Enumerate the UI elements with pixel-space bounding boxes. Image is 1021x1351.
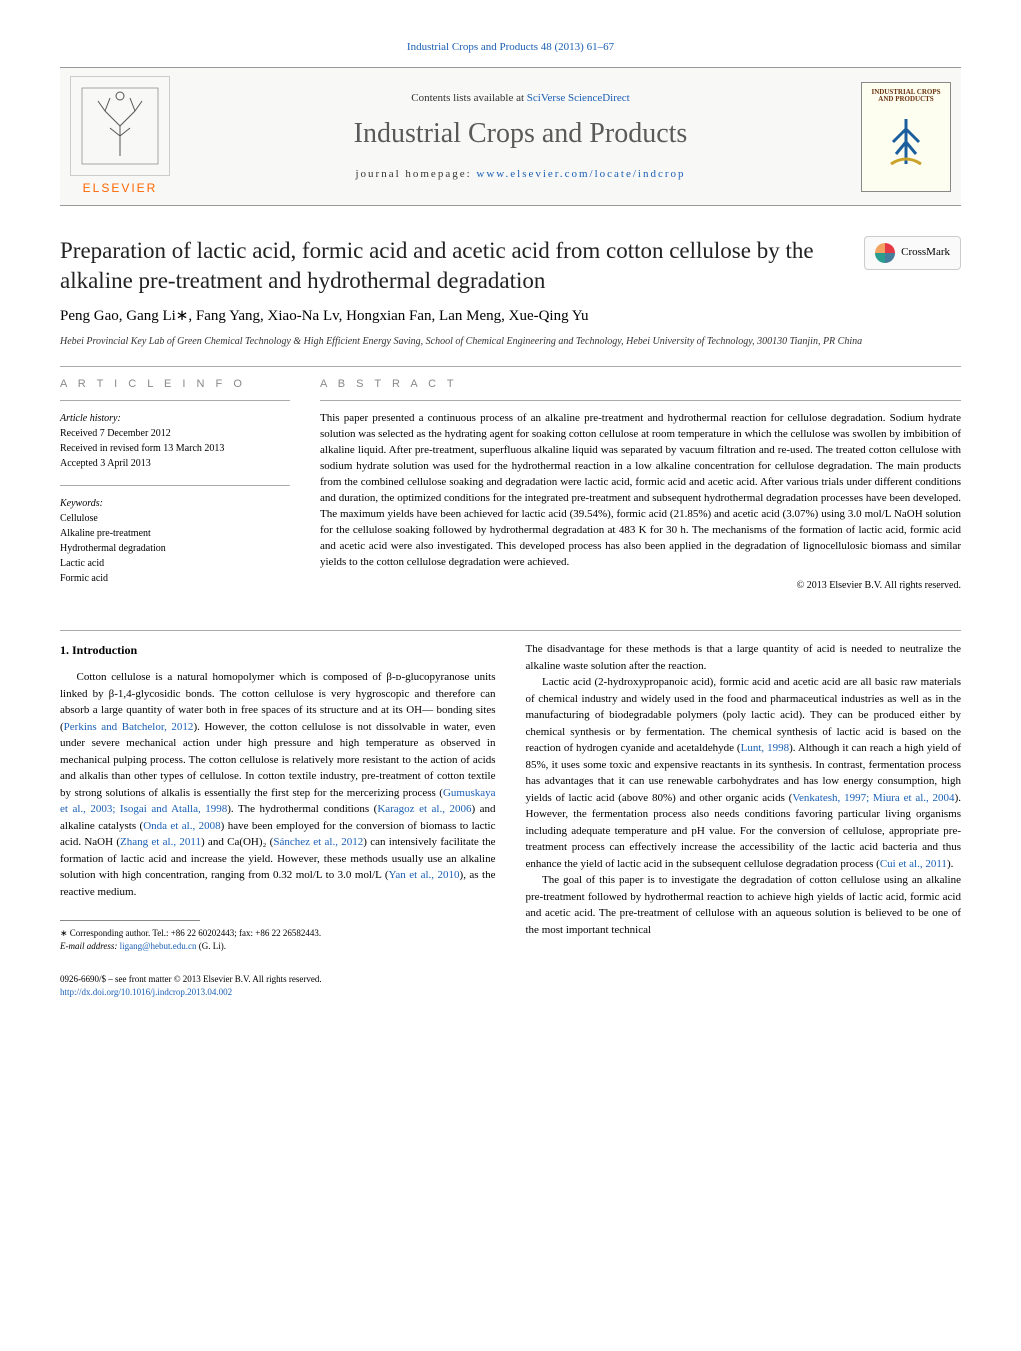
crossmark-label: CrossMark <box>901 245 950 260</box>
running-header: Industrial Crops and Products 48 (2013) … <box>60 40 961 55</box>
body-column-left: 1. Introduction Cotton cellulose is a na… <box>60 641 496 999</box>
citation-link[interactable]: Zhang et al., 2011 <box>120 836 201 848</box>
publisher-name: ELSEVIER <box>70 180 170 197</box>
citation-link[interactable]: Perkins and Batchelor, 2012 <box>64 721 194 733</box>
citation-link[interactable]: Venkatesh, 1997; Miura et al., 2004 <box>792 792 954 804</box>
abstract-copyright: © 2013 Elsevier B.V. All rights reserved… <box>320 579 961 593</box>
citation-link[interactable]: Sánchez et al., 2012 <box>273 836 363 848</box>
doi-link[interactable]: http://dx.doi.org/10.1016/j.indcrop.2013… <box>60 987 232 997</box>
keyword: Lactic acid <box>60 556 290 571</box>
keyword: Hydrothermal degradation <box>60 541 290 556</box>
paragraph: The disadvantage for these methods is th… <box>526 641 962 674</box>
elsevier-tree-icon <box>70 76 170 176</box>
cover-icon <box>881 114 931 174</box>
affiliation: Hebei Provincial Key Lab of Green Chemic… <box>60 335 961 348</box>
front-matter-footer: 0926-6690/$ – see front matter © 2013 El… <box>60 973 496 1000</box>
citation-link[interactable]: Lunt, 1998 <box>741 742 790 754</box>
keyword: Alkaline pre-treatment <box>60 526 290 541</box>
body-column-right: The disadvantage for these methods is th… <box>526 641 962 999</box>
crossmark-badge[interactable]: CrossMark <box>864 236 961 270</box>
accepted-date: Accepted 3 April 2013 <box>60 456 290 471</box>
article-info-heading: A R T I C L E I N F O <box>60 377 290 392</box>
corresponding-author-footnote: ∗ Corresponding author. Tel.: +86 22 602… <box>60 927 496 952</box>
homepage-line: journal homepage: www.elsevier.com/locat… <box>200 167 841 182</box>
paragraph: Lactic acid (2-hydroxypropanoic acid), f… <box>526 674 962 872</box>
citation-link[interactable]: Cui et al., 2011 <box>880 858 947 870</box>
section-title: 1. Introduction <box>60 641 496 659</box>
citation-link[interactable]: Yan et al., 2010 <box>389 869 460 881</box>
keywords-label: Keywords: <box>60 496 290 511</box>
journal-name: Industrial Crops and Products <box>200 114 841 153</box>
contents-line: Contents lists available at SciVerse Sci… <box>200 91 841 106</box>
crossmark-icon <box>875 243 895 263</box>
citation-link[interactable]: Karagoz et al., 2006 <box>377 803 471 815</box>
keyword: Formic acid <box>60 571 290 586</box>
publisher-logo: ELSEVIER <box>60 76 180 197</box>
revised-date: Received in revised form 13 March 2013 <box>60 441 290 456</box>
journal-cover-thumb: INDUSTRIAL CROPS AND PRODUCTS <box>861 82 951 192</box>
citation-link[interactable]: Industrial Crops and Products 48 (2013) … <box>407 41 614 53</box>
cover-title: INDUSTRIAL CROPS AND PRODUCTS <box>866 89 946 104</box>
homepage-link[interactable]: www.elsevier.com/locate/indcrop <box>476 168 685 180</box>
keyword: Cellulose <box>60 511 290 526</box>
article-title: Preparation of lactic acid, formic acid … <box>60 236 864 296</box>
author-list: Peng Gao, Gang Li∗, Fang Yang, Xiao-Na L… <box>60 306 961 327</box>
paragraph: The goal of this paper is to investigate… <box>526 872 962 938</box>
abstract-text: This paper presented a continuous proces… <box>320 411 961 570</box>
journal-header: ELSEVIER Contents lists available at Sci… <box>60 67 961 206</box>
history-label: Article history: <box>60 411 290 426</box>
sciencedirect-link[interactable]: SciVerse ScienceDirect <box>527 92 630 104</box>
email-link[interactable]: ligang@hebut.edu.cn <box>120 941 197 951</box>
article-info-column: A R T I C L E I N F O Article history: R… <box>60 377 290 600</box>
citation-link[interactable]: Onda et al., 2008 <box>143 820 220 832</box>
abstract-heading: A B S T R A C T <box>320 377 961 392</box>
received-date: Received 7 December 2012 <box>60 426 290 441</box>
abstract-column: A B S T R A C T This paper presented a c… <box>320 377 961 600</box>
paragraph: Cotton cellulose is a natural homopolyme… <box>60 669 496 900</box>
